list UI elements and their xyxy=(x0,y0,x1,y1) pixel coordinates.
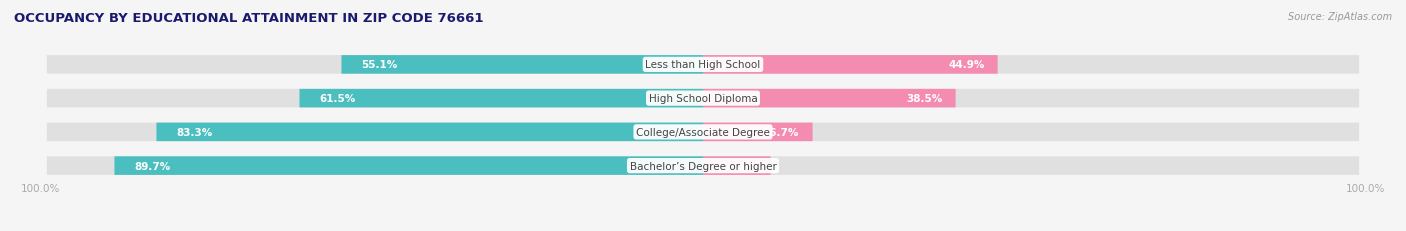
FancyBboxPatch shape xyxy=(703,157,770,175)
Text: High School Diploma: High School Diploma xyxy=(648,94,758,104)
Text: 61.5%: 61.5% xyxy=(319,94,356,104)
FancyBboxPatch shape xyxy=(342,56,703,74)
Text: 10.3%: 10.3% xyxy=(721,161,758,171)
Text: Less than High School: Less than High School xyxy=(645,60,761,70)
FancyBboxPatch shape xyxy=(299,89,703,108)
Text: Source: ZipAtlas.com: Source: ZipAtlas.com xyxy=(1288,12,1392,21)
Text: 38.5%: 38.5% xyxy=(907,94,942,104)
Text: 100.0%: 100.0% xyxy=(1346,183,1385,193)
Text: 55.1%: 55.1% xyxy=(361,60,398,70)
FancyBboxPatch shape xyxy=(46,123,1360,142)
FancyBboxPatch shape xyxy=(156,123,703,142)
FancyBboxPatch shape xyxy=(114,157,703,175)
Text: 44.9%: 44.9% xyxy=(948,60,984,70)
Text: 100.0%: 100.0% xyxy=(21,183,60,193)
Text: 89.7%: 89.7% xyxy=(134,161,170,171)
Text: 16.7%: 16.7% xyxy=(763,127,800,137)
FancyBboxPatch shape xyxy=(46,157,1360,175)
Text: Bachelor’s Degree or higher: Bachelor’s Degree or higher xyxy=(630,161,776,171)
FancyBboxPatch shape xyxy=(703,56,998,74)
FancyBboxPatch shape xyxy=(703,89,956,108)
FancyBboxPatch shape xyxy=(703,123,813,142)
FancyBboxPatch shape xyxy=(46,56,1360,74)
Text: College/Associate Degree: College/Associate Degree xyxy=(636,127,770,137)
FancyBboxPatch shape xyxy=(46,89,1360,108)
Text: OCCUPANCY BY EDUCATIONAL ATTAINMENT IN ZIP CODE 76661: OCCUPANCY BY EDUCATIONAL ATTAINMENT IN Z… xyxy=(14,12,484,24)
Text: 83.3%: 83.3% xyxy=(176,127,212,137)
